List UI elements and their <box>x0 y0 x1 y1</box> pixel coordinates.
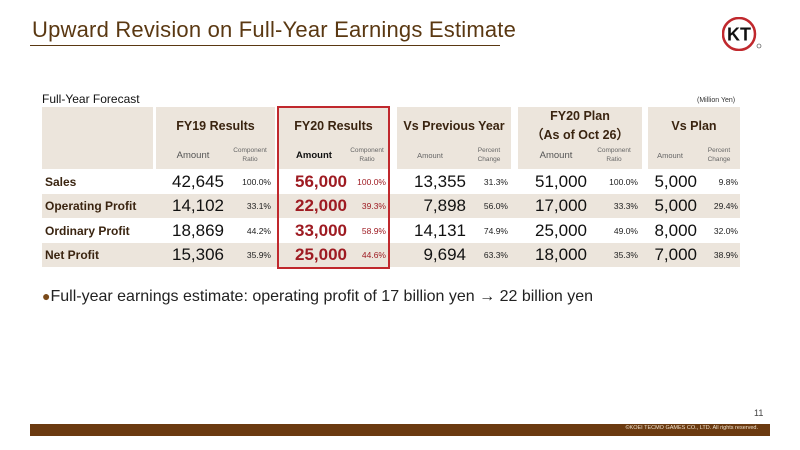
slide-title: Upward Revision on Full-Year Earnings Es… <box>32 17 517 42</box>
cell-plan-amt: 17,000 <box>535 196 587 215</box>
column-header-fy20-plan-date: （As of Oct 26） <box>531 127 629 142</box>
header-bg-vsplan <box>648 107 740 169</box>
cell-vsplan-pct: 32.0% <box>713 226 738 236</box>
cell-fy20-amt: 25,000 <box>295 245 347 264</box>
cell-fy19-ratio: 35.9% <box>246 250 271 260</box>
cell-fy20-ratio: 39.3% <box>361 201 386 211</box>
summary-bullet: ●Full-year earnings estimate: operating … <box>42 288 593 306</box>
cell-prev-amt: 13,355 <box>414 172 466 191</box>
cell-fy19-ratio: 100.0% <box>242 177 271 187</box>
cell-fy20-ratio: 44.6% <box>361 250 386 260</box>
fy20-highlight-frame <box>277 106 390 269</box>
subheader-component-ratio: Component Ratio <box>597 147 631 163</box>
cell-fy20-ratio: 58.9% <box>361 226 386 236</box>
column-header-fy20-plan: FY20 Plan <box>550 109 610 123</box>
column-header-fy20: FY20 Results <box>294 119 373 133</box>
cell-fy19-amt: 18,869 <box>172 221 224 240</box>
header-bg-label <box>42 107 153 169</box>
cell-fy19-amt: 14,102 <box>172 196 224 215</box>
column-header-vs-previous-year: Vs Previous Year <box>403 119 505 133</box>
header-bg-vsprev <box>397 107 511 169</box>
table-caption: Full-Year Forecast <box>42 92 140 106</box>
column-header-fy19: FY19 Results <box>176 119 255 133</box>
subheader-amount: Amount <box>417 150 443 160</box>
row-label: Sales <box>45 175 77 189</box>
logo-text: KT <box>727 25 751 45</box>
cell-prev-pct: 63.3% <box>483 250 508 260</box>
cell-fy20-amt: 22,000 <box>295 196 347 215</box>
header-bg-plan <box>518 107 642 169</box>
header-bg-fy19 <box>156 107 275 169</box>
header-bg-fy20 <box>278 107 389 169</box>
cell-fy19-ratio: 33.1% <box>246 201 271 211</box>
summary-text: Full-year earnings estimate: operating p… <box>50 288 593 305</box>
cell-vsplan-amt: 5,000 <box>654 196 697 215</box>
cell-vsplan-pct: 9.8% <box>718 177 738 187</box>
subheader-amount: Amount <box>296 149 332 161</box>
unit-label: (Million Yen) <box>697 97 736 104</box>
cell-plan-amt: 18,000 <box>535 245 587 264</box>
cell-plan-ratio: 33.3% <box>613 201 638 211</box>
bullet-dot-icon: ● <box>42 288 51 304</box>
page-number: 11 <box>754 408 764 418</box>
cell-plan-ratio: 35.3% <box>613 250 638 260</box>
cell-prev-pct: 74.9% <box>483 226 508 236</box>
cell-prev-amt: 7,898 <box>423 196 466 215</box>
cell-vsplan-amt: 5,000 <box>654 172 697 191</box>
subheader-amount: Amount <box>539 149 573 161</box>
row-label: Operating Profit <box>45 199 137 213</box>
cell-prev-amt: 14,131 <box>414 221 466 240</box>
cell-vsplan-pct: 38.9% <box>713 250 738 260</box>
row-stripe <box>42 194 740 218</box>
cell-prev-amt: 9,694 <box>423 245 466 264</box>
cell-plan-amt: 51,000 <box>535 172 587 191</box>
cell-vsplan-amt: 8,000 <box>654 221 697 240</box>
cell-vsplan-pct: 29.4% <box>713 201 738 211</box>
title-underline <box>30 45 500 46</box>
subheader-component-ratio: Component Ratio <box>233 147 267 163</box>
subheader-percent-change: Percent Change <box>477 147 501 163</box>
cell-fy20-amt: 56,000 <box>295 172 347 191</box>
cell-fy19-amt: 42,645 <box>172 172 224 191</box>
subheader-component-ratio: Component Ratio <box>350 147 384 163</box>
cell-plan-ratio: 49.0% <box>613 226 638 236</box>
subheader-amount: Amount <box>657 150 683 160</box>
cell-plan-amt: 25,000 <box>535 221 587 240</box>
cell-prev-pct: 56.0% <box>483 201 508 211</box>
koei-tecmo-logo-icon: KT <box>722 17 762 51</box>
cell-fy19-ratio: 44.2% <box>246 226 271 236</box>
copyright: ©KOEI TECMO GAMES CO., LTD. All rights r… <box>625 425 758 431</box>
row-label: Ordinary Profit <box>45 224 130 238</box>
cell-fy20-amt: 33,000 <box>295 221 347 240</box>
row-stripe <box>42 243 740 267</box>
cell-fy20-ratio: 100.0% <box>357 177 386 187</box>
cell-prev-pct: 31.3% <box>483 177 508 187</box>
subheader-percent-change: Percent Change <box>707 147 731 163</box>
cell-plan-ratio: 100.0% <box>609 177 638 187</box>
cell-fy19-amt: 15,306 <box>172 245 224 264</box>
cell-vsplan-amt: 7,000 <box>654 245 697 264</box>
row-label: Net Profit <box>45 248 99 262</box>
column-header-vs-plan: Vs Plan <box>671 119 717 133</box>
subheader-amount: Amount <box>176 149 210 161</box>
footer-bar: ©KOEI TECMO GAMES CO., LTD. All rights r… <box>30 424 770 436</box>
